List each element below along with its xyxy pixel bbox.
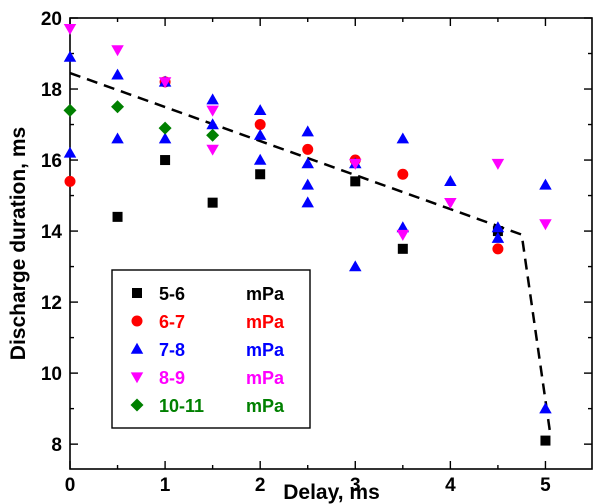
legend-marker-7-8 [130, 342, 144, 354]
x-tick-label: 5 [540, 475, 551, 496]
data-point-8-9 [539, 219, 552, 231]
data-point-7-8 [539, 178, 552, 190]
data-point-7-8 [444, 175, 457, 187]
legend-unit: mPa [246, 368, 285, 388]
data-point-7-8 [158, 132, 172, 144]
data-point-10-11 [158, 121, 172, 135]
data-point-8-9 [111, 45, 124, 57]
data-point-7-8 [301, 178, 314, 190]
data-point-7-8 [253, 153, 267, 165]
data-point-6-7 [302, 143, 314, 155]
data-point-8-9 [444, 197, 457, 209]
data-point-5-6 [350, 176, 361, 187]
y-tick-label: 8 [51, 435, 62, 456]
y-tick-label: 16 [41, 151, 62, 172]
plot-border [69, 17, 593, 470]
data-point-8-9 [206, 144, 219, 156]
data-point-8-9 [63, 23, 77, 35]
x-tick-label: 4 [445, 475, 456, 496]
y-tick-label: 14 [41, 222, 63, 243]
data-point-7-8 [63, 50, 77, 62]
data-point-8-9 [396, 229, 410, 241]
legend-unit: mPa [246, 396, 285, 416]
y-tick-label: 12 [41, 293, 62, 314]
data-point-8-9 [491, 158, 505, 170]
data-point-6-7 [397, 168, 409, 180]
trend-line-path [69, 71, 552, 434]
legend-label: 6-7 [159, 312, 185, 332]
data-point-10-11 [63, 103, 77, 117]
data-point-6-7 [64, 175, 76, 187]
legend-marker-6-7 [131, 315, 143, 327]
data-point-7-8 [253, 128, 267, 140]
legend-label: 10-11 [159, 396, 204, 416]
data-point-6-7 [492, 243, 504, 255]
x-tick-label: 0 [65, 475, 76, 496]
data-point-7-8 [349, 260, 362, 272]
trend-line [69, 71, 552, 434]
y-axis-title: Discharge duration, ms [7, 127, 30, 360]
data-point-10-11 [206, 128, 220, 142]
data-point-7-8 [206, 118, 219, 130]
legend-unit: mPa [246, 284, 285, 304]
data-point-7-8 [111, 132, 124, 144]
data-point-5-6 [112, 211, 123, 222]
y-tick-label: 20 [41, 9, 62, 30]
data-point-7-8 [301, 125, 314, 137]
data-point-7-8 [301, 196, 314, 208]
data-point-7-8 [396, 221, 410, 233]
legend-unit: mPa [246, 312, 285, 332]
legend-marker-10-11 [130, 398, 144, 412]
data-point-5-6 [160, 155, 171, 166]
data-point-7-8 [539, 402, 552, 414]
data-point-5-6 [397, 243, 408, 254]
data-point-8-9 [158, 77, 172, 89]
data-points [63, 23, 552, 446]
x-tick-label: 1 [160, 475, 171, 496]
legend-label: 8-9 [159, 368, 185, 388]
data-point-7-8 [206, 93, 219, 105]
legend-label: 5-6 [159, 284, 185, 304]
data-point-5-6 [540, 435, 551, 446]
x-tick-label: 2 [255, 475, 266, 496]
x-axis-title: Delay, ms [283, 481, 380, 504]
data-point-5-6 [255, 169, 266, 180]
legend: 5-6 mPa 6-7 mPa 7-8 mPa 8-9 mPa 10-11 mPa [111, 269, 311, 429]
data-point-7-8 [396, 132, 410, 144]
data-point-7-8 [253, 104, 267, 116]
data-point-7-8 [301, 157, 314, 169]
legend-marker-5-6 [132, 288, 142, 298]
data-point-10-11 [111, 100, 125, 114]
y-tick-label: 18 [41, 80, 62, 101]
data-point-7-8 [63, 146, 77, 158]
plot-frame [69, 17, 593, 470]
data-point-6-7 [254, 119, 266, 131]
y-tick-label: 10 [41, 364, 62, 385]
legend-label: 7-8 [159, 340, 185, 360]
data-point-8-9 [349, 158, 362, 170]
x-tick-label: 3 [350, 475, 361, 496]
legend-unit: mPa [246, 340, 285, 360]
data-point-7-8 [491, 231, 505, 243]
data-point-8-9 [206, 105, 219, 117]
data-point-7-8 [111, 68, 124, 80]
legend-box [111, 269, 311, 429]
legend-marker-8-9 [130, 372, 144, 384]
data-point-5-6 [207, 197, 218, 208]
data-point-7-8 [491, 221, 505, 233]
